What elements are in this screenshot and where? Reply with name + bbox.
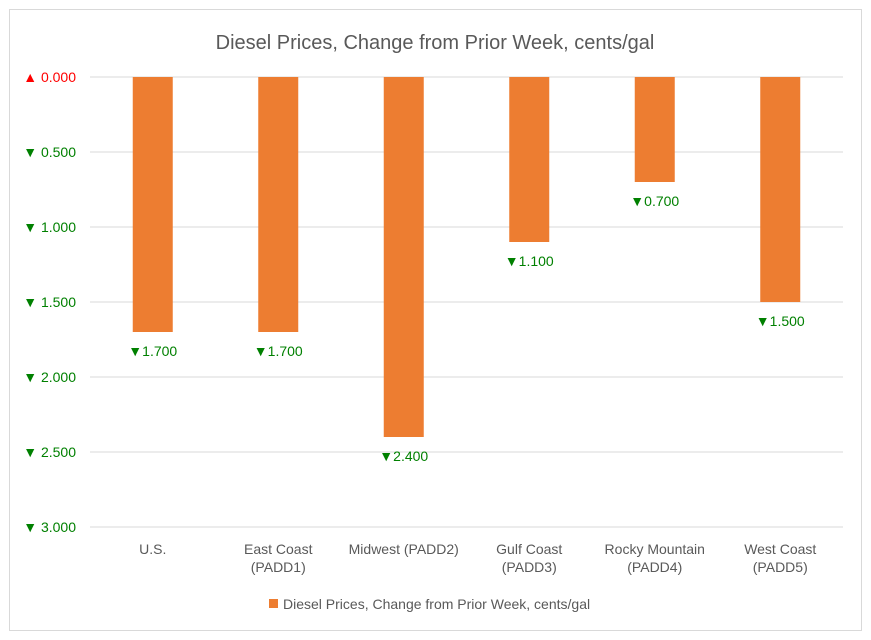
bar-2 <box>383 77 424 437</box>
data-label: ▼1.100 <box>505 253 554 269</box>
y-tick-label: ▼ 1.000 <box>23 219 76 235</box>
x-tick-label: West Coast <box>744 541 816 557</box>
x-tick-label: U.S. <box>139 541 166 557</box>
x-tick-label: (PADD1) <box>251 559 306 575</box>
data-label: ▼1.700 <box>254 343 303 359</box>
y-tick-label: ▲ 0.000 <box>23 69 76 85</box>
chart-frame <box>9 9 862 631</box>
y-tick-label: ▼ 2.500 <box>23 444 76 460</box>
x-tick-label: East Coast <box>244 541 313 557</box>
y-tick-label: ▼ 3.000 <box>23 519 76 535</box>
chart-title: Diesel Prices, Change from Prior Week, c… <box>216 32 655 54</box>
bar-1 <box>258 77 299 332</box>
x-tick-label: (PADD3) <box>502 559 557 575</box>
data-label: ▼1.500 <box>756 313 805 329</box>
x-tick-label: Midwest (PADD2) <box>349 541 459 557</box>
y-tick-label: ▼ 2.000 <box>23 369 76 385</box>
y-tick-label: ▼ 1.500 <box>23 294 76 310</box>
x-tick-label: Rocky Mountain <box>605 541 705 557</box>
bar-5 <box>760 77 801 302</box>
data-label: ▼2.400 <box>379 448 428 464</box>
x-tick-label: (PADD5) <box>753 559 808 575</box>
data-label: ▼0.700 <box>630 193 679 209</box>
legend-swatch <box>269 599 278 608</box>
bar-0 <box>132 77 173 332</box>
data-label: ▼1.700 <box>128 343 177 359</box>
x-tick-label: Gulf Coast <box>496 541 562 557</box>
legend-label: Diesel Prices, Change from Prior Week, c… <box>283 596 590 612</box>
x-tick-label: (PADD4) <box>627 559 682 575</box>
bar-3 <box>509 77 550 242</box>
bar-4 <box>634 77 675 182</box>
y-tick-label: ▼ 0.500 <box>23 144 76 160</box>
